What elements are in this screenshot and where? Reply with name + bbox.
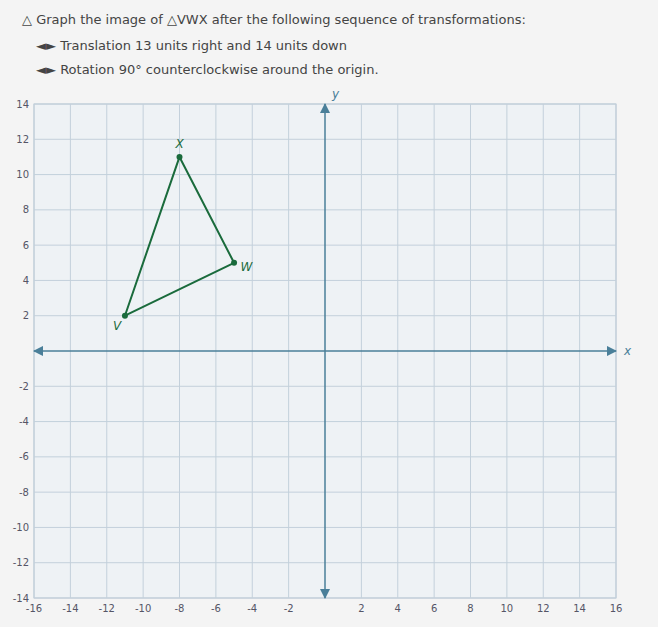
x-tick-label: -2 (284, 603, 294, 614)
y-tick-label: -10 (13, 522, 29, 533)
y-axis-label: y (331, 87, 340, 101)
grid (34, 104, 616, 598)
x-tick-label: 6 (431, 603, 437, 614)
x-tick-label: 2 (358, 603, 364, 614)
subtitle: ◄► Translation 13 units right and 14 uni… (36, 38, 347, 53)
series (122, 154, 237, 319)
y-tick-label: 4 (23, 275, 29, 286)
x-tick-label: -16 (26, 603, 42, 614)
vertex (231, 260, 237, 266)
x-tick-label: 8 (467, 603, 473, 614)
subtitle: ◄► Rotation 90° counterclockwise around … (36, 62, 379, 77)
y-tick-label: 8 (23, 204, 29, 215)
x-tick-label: 12 (537, 603, 550, 614)
x-tick-label: 4 (395, 603, 401, 614)
y-tick-label: 10 (16, 169, 29, 180)
y-tick-label: -14 (13, 593, 29, 604)
title: △ Graph the image of △VWX after the foll… (22, 12, 526, 27)
vertex-label: W (240, 260, 253, 274)
vertex-label: V (113, 319, 122, 333)
x-tick-label: -6 (211, 603, 221, 614)
x-tick-label: -12 (99, 603, 115, 614)
y-tick-label: -4 (19, 416, 29, 427)
vertex (122, 313, 128, 319)
x-tick-label: -4 (247, 603, 257, 614)
y-tick-label: 14 (16, 99, 29, 110)
x-tick-label: -10 (135, 603, 151, 614)
x-tick-label: -14 (62, 603, 78, 614)
y-tick-label: 2 (23, 310, 29, 321)
triangle (125, 157, 234, 316)
vertex (177, 154, 183, 160)
x-tick-label: 10 (501, 603, 514, 614)
y-tick-label: 6 (23, 240, 29, 251)
y-tick-label: -6 (19, 451, 29, 462)
y-tick-label: 12 (16, 134, 29, 145)
y-tick-label: -12 (13, 557, 29, 568)
y-tick-label: -2 (19, 381, 29, 392)
x-tick-label: -8 (175, 603, 185, 614)
plot-area (34, 104, 616, 598)
x-tick-label: 16 (610, 603, 623, 614)
vertex-label: X (174, 137, 184, 151)
x-tick-label: 14 (573, 603, 586, 614)
y-axis (324, 104, 326, 598)
y-tick-label: -8 (19, 487, 29, 498)
chart: △ Graph the image of △VWX after the foll… (0, 0, 658, 627)
x-axis-label: x (623, 344, 632, 358)
